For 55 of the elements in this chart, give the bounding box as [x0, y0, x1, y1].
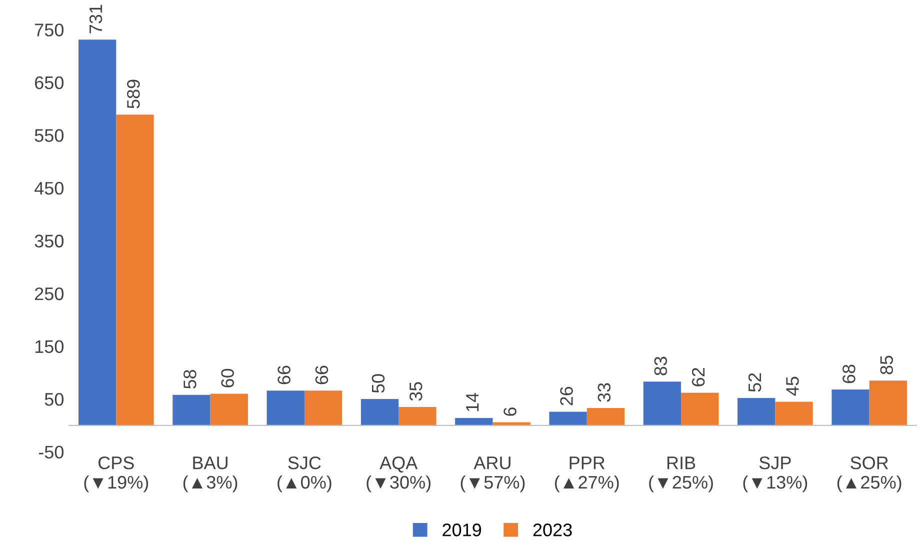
bar [775, 402, 813, 426]
data-label: 85 [880, 356, 893, 374]
x-tick-label: ARU (▼57%) [460, 456, 525, 492]
legend-label: 2023 [533, 524, 572, 536]
y-tick-label: -50 [38, 446, 64, 459]
bar [738, 398, 776, 426]
data-label: 62 [692, 368, 705, 386]
bar [398, 406, 436, 426]
bar [869, 380, 907, 426]
x-tick-label: SJC (▲0%) [278, 456, 332, 492]
data-label: 14 [466, 392, 479, 412]
bar [549, 412, 587, 426]
data-label: 731 [89, 4, 102, 34]
bar [172, 394, 210, 426]
bar [832, 390, 870, 426]
bar [304, 390, 342, 426]
bar [210, 394, 248, 426]
bar [455, 418, 493, 426]
bar [78, 40, 116, 426]
x-tick-label: PPR (▲27%) [554, 456, 619, 492]
x-tick-label: RIB (▼25%) [649, 456, 713, 492]
x-tick-label: CPS (▼19%) [84, 456, 148, 492]
y-tick-label: 350 [34, 234, 64, 248]
y-tick-label: 450 [34, 182, 64, 195]
bar [586, 408, 625, 426]
data-label: 68 [842, 364, 856, 384]
data-label: 45 [786, 376, 799, 396]
x-tick-label: SOR (▲25%) [837, 456, 902, 492]
data-label: 35 [409, 382, 422, 401]
y-tick-label: 750 [35, 24, 64, 36]
data-label: 66 [278, 366, 290, 384]
data-label: 83 [654, 356, 668, 376]
data-label: 66 [315, 366, 328, 384]
data-label: 60 [221, 368, 234, 388]
data-label: 589 [127, 80, 140, 108]
x-tick-label: AQA (▼30%) [366, 456, 430, 492]
bar [360, 399, 399, 426]
x-tick-label: SJP (▼13%) [743, 456, 808, 492]
data-label: 50 [372, 374, 385, 393]
x-tick-label: BAU (▲3%) [183, 456, 238, 492]
data-label: 26 [560, 386, 573, 406]
bar [681, 392, 719, 426]
data-label: 52 [748, 373, 762, 392]
legend-label: 2019 [442, 524, 482, 536]
y-tick-label: 150 [35, 340, 64, 353]
bar [266, 390, 304, 426]
y-tick-label: 650 [35, 76, 64, 90]
data-label: 58 [184, 370, 196, 389]
y-tick-label: 250 [35, 287, 64, 300]
bar [116, 114, 154, 426]
y-tick-label: 50 [44, 392, 64, 406]
y-tick-label: 550 [34, 129, 64, 142]
bar [643, 382, 682, 426]
data-label: 33 [598, 383, 611, 402]
data-label: 6 [504, 407, 516, 416]
